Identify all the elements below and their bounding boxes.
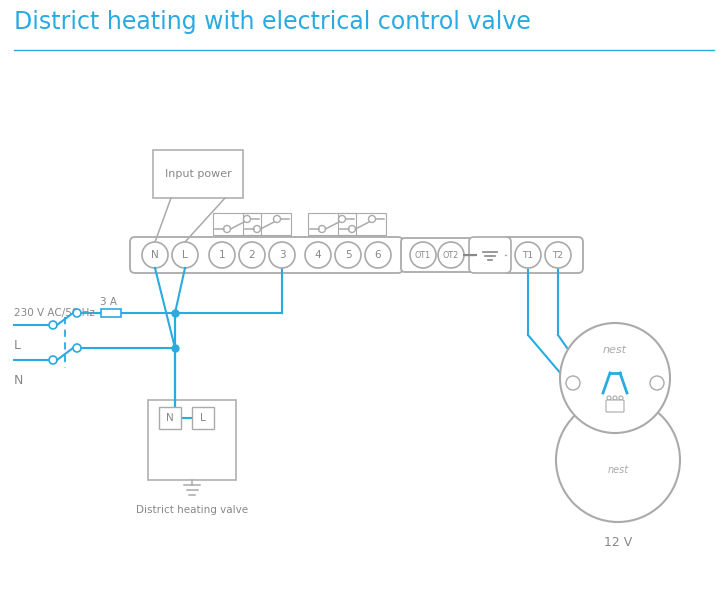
Circle shape — [556, 398, 680, 522]
FancyBboxPatch shape — [401, 238, 473, 272]
Text: N: N — [14, 374, 23, 387]
Circle shape — [49, 321, 57, 329]
Text: nest: nest — [603, 345, 627, 355]
Text: N: N — [166, 413, 174, 423]
Circle shape — [172, 242, 198, 268]
Circle shape — [209, 242, 235, 268]
FancyBboxPatch shape — [101, 309, 121, 317]
Text: T2: T2 — [553, 251, 563, 260]
Circle shape — [410, 242, 436, 268]
Text: 4: 4 — [314, 250, 321, 260]
Circle shape — [73, 344, 81, 352]
Text: nest: nest — [607, 465, 628, 475]
Text: 3: 3 — [279, 250, 285, 260]
Text: District heating valve: District heating valve — [136, 505, 248, 515]
Text: 3 A: 3 A — [100, 297, 117, 307]
Text: L: L — [182, 250, 188, 260]
Circle shape — [368, 216, 376, 223]
FancyBboxPatch shape — [192, 407, 214, 429]
Circle shape — [650, 376, 664, 390]
FancyBboxPatch shape — [130, 237, 403, 273]
FancyBboxPatch shape — [469, 237, 511, 273]
Text: District heating with electrical control valve: District heating with electrical control… — [14, 10, 531, 34]
Circle shape — [269, 242, 295, 268]
Circle shape — [613, 396, 617, 400]
Text: OT1: OT1 — [415, 251, 431, 260]
Circle shape — [274, 216, 280, 223]
Text: 5: 5 — [344, 250, 352, 260]
Text: 230 V AC/50 Hz: 230 V AC/50 Hz — [14, 308, 95, 318]
Circle shape — [305, 242, 331, 268]
FancyBboxPatch shape — [153, 150, 243, 198]
Text: L: L — [14, 339, 21, 352]
FancyBboxPatch shape — [606, 400, 624, 412]
Circle shape — [515, 242, 541, 268]
Circle shape — [142, 242, 168, 268]
Text: Input power: Input power — [165, 169, 232, 179]
Circle shape — [339, 216, 346, 223]
Circle shape — [545, 242, 571, 268]
Circle shape — [223, 226, 231, 232]
Circle shape — [319, 226, 325, 232]
Text: N: N — [151, 250, 159, 260]
Circle shape — [335, 242, 361, 268]
Text: L: L — [200, 413, 206, 423]
Circle shape — [438, 242, 464, 268]
Circle shape — [365, 242, 391, 268]
Text: 6: 6 — [375, 250, 381, 260]
Text: 2: 2 — [249, 250, 256, 260]
Text: T1: T1 — [523, 251, 534, 260]
Circle shape — [566, 376, 580, 390]
Circle shape — [607, 396, 611, 400]
Text: 12 V: 12 V — [604, 536, 632, 549]
FancyBboxPatch shape — [503, 237, 583, 273]
Circle shape — [253, 226, 261, 232]
FancyBboxPatch shape — [148, 400, 236, 480]
Text: 1: 1 — [218, 250, 225, 260]
Circle shape — [73, 309, 81, 317]
Circle shape — [349, 226, 355, 232]
Text: OT2: OT2 — [443, 251, 459, 260]
Circle shape — [49, 356, 57, 364]
FancyBboxPatch shape — [159, 407, 181, 429]
Circle shape — [243, 216, 250, 223]
Circle shape — [560, 323, 670, 433]
Circle shape — [239, 242, 265, 268]
Circle shape — [619, 396, 623, 400]
